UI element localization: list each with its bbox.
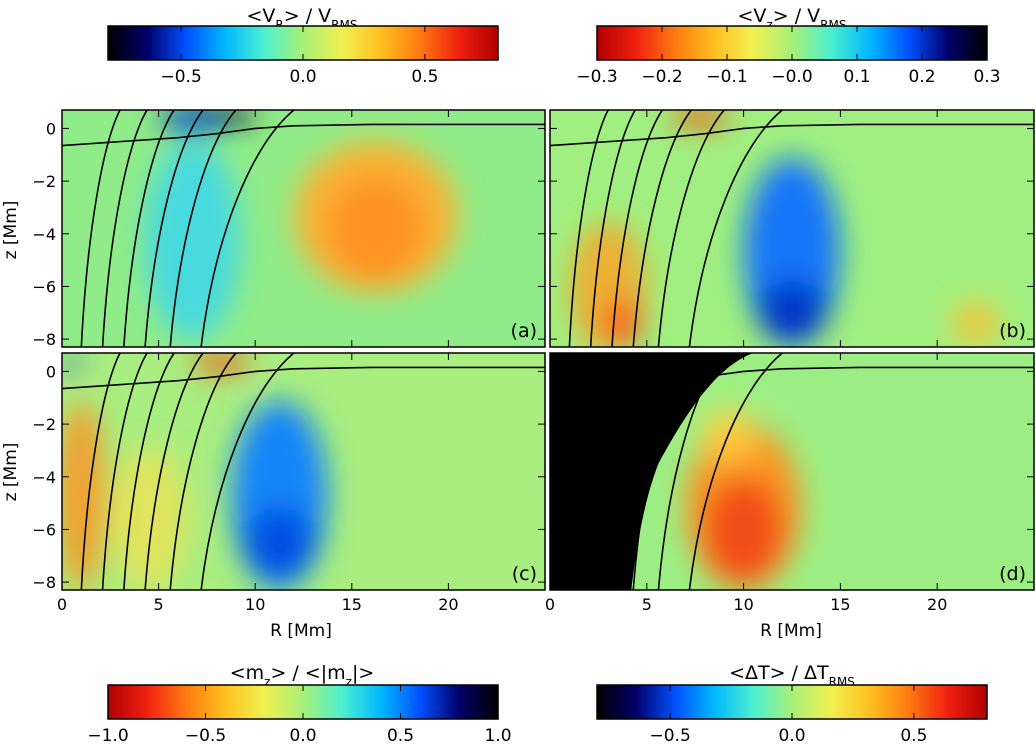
panel-frame	[549, 352, 1035, 591]
y-axis-label-bottom: z [Mm]	[1, 443, 21, 502]
colorbar-vz-tick-label: 0.3	[973, 67, 1000, 87]
colorbar-vr-tick-label: 0.0	[289, 67, 316, 87]
panel-c: 0−2−4−6−80 5 10 15 20(c)	[32, 352, 546, 614]
field-region	[192, 353, 251, 372]
colorbar-vz-tick-label: −0.3	[576, 67, 617, 87]
x-axis-label-left: R [Mm]	[270, 621, 332, 641]
x-tick-label: 10	[245, 595, 265, 614]
colorbar-vz-tick-label: −0.1	[706, 67, 747, 87]
field-region	[327, 176, 425, 281]
field-region	[163, 110, 222, 134]
field-line	[589, 110, 636, 347]
colorbar-mz-tick-label: −1.0	[87, 726, 128, 744]
field-region	[603, 299, 642, 347]
field-line	[123, 353, 175, 590]
panel-frame	[61, 352, 546, 591]
field-line	[144, 110, 204, 347]
panel-a: 0 −2 −4 −6 −8 (a)	[32, 109, 546, 349]
colorbar-mz-tick-label: −0.5	[185, 726, 226, 744]
field-line	[611, 110, 663, 347]
y-tick-label: −8	[32, 573, 56, 592]
y-tick-label: 0	[46, 119, 56, 138]
field-line	[200, 353, 295, 590]
y-tick-label: −6	[32, 277, 56, 296]
panel-b: (b)	[549, 109, 1035, 348]
field-line	[688, 110, 783, 347]
field-line	[200, 110, 295, 347]
y-tick-label: −2	[32, 172, 56, 191]
colorbar-mz-tick-label: 0.5	[387, 726, 414, 744]
field-line	[101, 353, 148, 590]
colorbar-vz-tick-label: 0.1	[843, 67, 870, 87]
panel-frame	[61, 109, 546, 348]
x-tick-label: 0	[57, 595, 67, 614]
colorbar-dt-tick-label: −0.5	[649, 726, 690, 744]
dark-region	[550, 353, 754, 590]
y-tick-label: −4	[32, 468, 56, 487]
tau-contour	[62, 123, 545, 147]
colorbar-vz-tick-label: −0.2	[641, 67, 682, 87]
y-tick-label: −8	[32, 330, 56, 349]
colorbar-mz: <mz> / <|mz|> −1.0 −0.5 0.0 0.5 1.0	[87, 662, 511, 744]
colorbar-mz-title: <mz> / <|mz|>	[230, 662, 375, 689]
x-tick-label: 20	[927, 595, 947, 614]
panel-label: (d)	[999, 563, 1026, 585]
field-line	[80, 110, 121, 347]
x-axis-label-right: R [Mm]	[760, 621, 822, 641]
field-region	[110, 447, 188, 590]
x-tick-label: 10	[733, 595, 753, 614]
x-tick-label: 5	[642, 595, 652, 614]
y-tick-label: −4	[32, 225, 56, 244]
field-line	[123, 110, 175, 347]
tau-contour	[550, 366, 1034, 390]
field-region	[700, 407, 759, 465]
field-line	[688, 353, 783, 590]
field-line	[80, 353, 121, 590]
y-axis-label-top: z [Mm]	[1, 201, 21, 260]
field-region	[704, 478, 783, 583]
panel-d: 0 5 10 15 20 (d)	[545, 352, 1035, 614]
y-tick-label: 0	[46, 362, 56, 381]
field-line	[657, 110, 725, 347]
x-tick-label: 5	[154, 595, 164, 614]
colorbar-dt: <ΔT> / ΔTRMS −0.5 0.0 0.5	[596, 662, 988, 744]
field-line	[144, 353, 204, 590]
field-line	[101, 110, 148, 347]
x-tick-label: 15	[342, 595, 362, 614]
tau-contour	[62, 366, 545, 390]
colorbar-vz-tick-label: 0.2	[908, 67, 935, 87]
field-region	[951, 299, 1001, 347]
colorbar-dt-tick-label: 0.5	[900, 726, 927, 744]
field-region	[64, 355, 79, 375]
colorbar-vr: <VR> / VRMS −0.5 0.0 0.5	[107, 5, 499, 87]
panel-label: (a)	[511, 320, 537, 342]
field-region	[758, 280, 826, 343]
colorbar-dt-tick-label: 0.0	[778, 726, 805, 744]
colorbar-vz: <Vz> / VRMS −0.3 −0.2 −0.1 −0.0 0.1 0.2 0.3	[576, 5, 1000, 87]
x-tick-label: 15	[830, 595, 850, 614]
panel-label: (c)	[512, 563, 537, 585]
colorbar-vr-tick-label: 0.5	[411, 67, 438, 87]
panel-label: (b)	[999, 320, 1026, 342]
tau-contour	[550, 123, 1034, 147]
field-line	[169, 353, 237, 590]
x-tick-label: 0	[545, 595, 555, 614]
colorbar-mz-tick-label: 1.0	[484, 726, 511, 744]
y-tick-label: −2	[32, 415, 56, 434]
colorbar-vr-tick-label: −0.5	[160, 67, 201, 87]
field-line	[568, 110, 609, 347]
field-region	[245, 507, 314, 579]
colorbar-vz-tick-label: −0.0	[771, 67, 812, 87]
y-tick-label: −6	[32, 520, 56, 539]
field-line	[169, 110, 237, 347]
panel-frame	[549, 109, 1035, 348]
field-line	[632, 110, 692, 347]
field-region	[144, 140, 241, 340]
colorbar-mz-tick-label: 0.0	[289, 726, 316, 744]
x-tick-label: 20	[438, 595, 458, 614]
